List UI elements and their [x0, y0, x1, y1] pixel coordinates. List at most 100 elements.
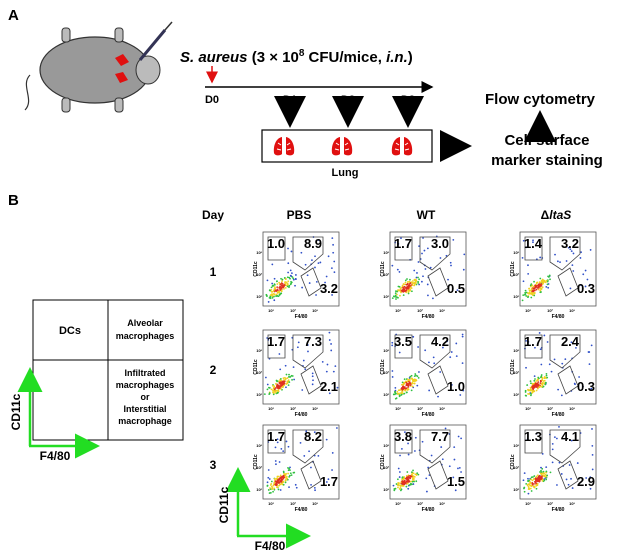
event-dot [539, 478, 542, 481]
event-dot [395, 290, 397, 293]
event-dot [538, 475, 541, 477]
event-dot [399, 288, 402, 290]
event-dot [391, 344, 394, 347]
event-dot [292, 366, 295, 369]
event-dot [531, 482, 534, 485]
event-dot [399, 454, 401, 457]
flow-plot: F4/80 CD11c 10¹ 10¹ 10² 10² 10³ 10³ 1.3 4.1 2.9 [510, 424, 597, 513]
event-dot [402, 286, 404, 289]
percent-dc: 1.4 [524, 236, 543, 251]
percent-infiltrated: 2.9 [577, 474, 595, 489]
event-dot [404, 387, 407, 390]
event-dot [283, 380, 286, 383]
event-dot [403, 283, 406, 286]
event-dot [528, 483, 530, 485]
event-dot [270, 293, 273, 296]
event-dot [403, 378, 406, 381]
event-dot [278, 385, 281, 388]
gate [557, 365, 579, 395]
event-dot [555, 437, 558, 440]
event-dot [564, 358, 567, 361]
event-dot [267, 469, 270, 471]
event-dot [537, 381, 540, 383]
event-dot [315, 294, 317, 296]
event-dot [589, 249, 592, 251]
event-dot [282, 483, 285, 486]
event-dot [398, 476, 401, 478]
event-dot [453, 446, 456, 449]
day-number: 1 [210, 265, 217, 279]
event-dot [280, 482, 283, 485]
event-dot [538, 480, 541, 482]
event-dot [570, 341, 573, 344]
event-dot [301, 389, 304, 391]
event-dot [523, 490, 526, 493]
event-dot [317, 239, 320, 242]
event-dot [541, 378, 544, 381]
event-dot [268, 393, 271, 396]
lung-box [261, 129, 433, 163]
quadrant-label: Alveolar [127, 318, 163, 328]
event-dot [414, 373, 417, 375]
event-dot [421, 252, 423, 255]
plot-tick: 10¹ [268, 406, 274, 411]
plot-frame [262, 231, 340, 307]
event-dot [330, 343, 332, 345]
event-dot [534, 378, 536, 380]
event-dot [401, 390, 404, 393]
event-dot [413, 380, 416, 383]
plot-axis-label: F4/80 [552, 412, 565, 418]
event-dot [286, 276, 289, 279]
event-dot [282, 471, 285, 474]
event-dot [536, 387, 539, 390]
event-dot [314, 489, 316, 492]
event-dot [551, 442, 554, 445]
event-dot [273, 478, 276, 480]
event-dot [530, 389, 533, 392]
event-dot [289, 274, 292, 277]
event-dot [543, 379, 546, 382]
event-dot [551, 448, 554, 451]
event-dot [279, 368, 282, 371]
event-dot [462, 389, 465, 392]
event-dot [402, 485, 405, 487]
event-dot [396, 478, 399, 481]
plot-tick: 10³ [569, 406, 575, 411]
event-dot [278, 281, 281, 284]
event-dot [540, 374, 543, 376]
event-dot [395, 397, 398, 400]
plot-tick: 10¹ [513, 294, 519, 299]
gate [292, 429, 324, 464]
event-dot [285, 284, 288, 287]
event-dot [400, 394, 402, 397]
axis-label: CD11c [9, 393, 23, 430]
event-dot [569, 248, 572, 251]
event-dot [575, 347, 577, 349]
event-dot [554, 253, 556, 256]
event-dot [541, 286, 544, 289]
event-dot [579, 257, 582, 259]
event-dot [292, 277, 295, 280]
event-dot [522, 294, 525, 297]
event-dot [395, 296, 398, 298]
event-dot [414, 278, 417, 281]
event-dot [450, 264, 452, 267]
event-dot [418, 245, 420, 248]
event-dot [530, 393, 532, 395]
event-dot [277, 479, 280, 481]
lung-icon [331, 136, 353, 156]
event-dot [411, 284, 414, 286]
event-dot [535, 380, 538, 382]
event-dot [545, 374, 548, 377]
event-dot [405, 485, 408, 488]
event-dot [288, 486, 290, 489]
event-dot [440, 446, 443, 448]
percent-alveolar: 3.0 [431, 236, 449, 251]
event-dot [295, 274, 297, 276]
event-dot [287, 271, 290, 274]
event-dot [284, 377, 287, 380]
plot-frame [389, 231, 467, 307]
event-dot [271, 295, 274, 297]
event-dot [401, 447, 403, 450]
event-dot [538, 332, 541, 334]
